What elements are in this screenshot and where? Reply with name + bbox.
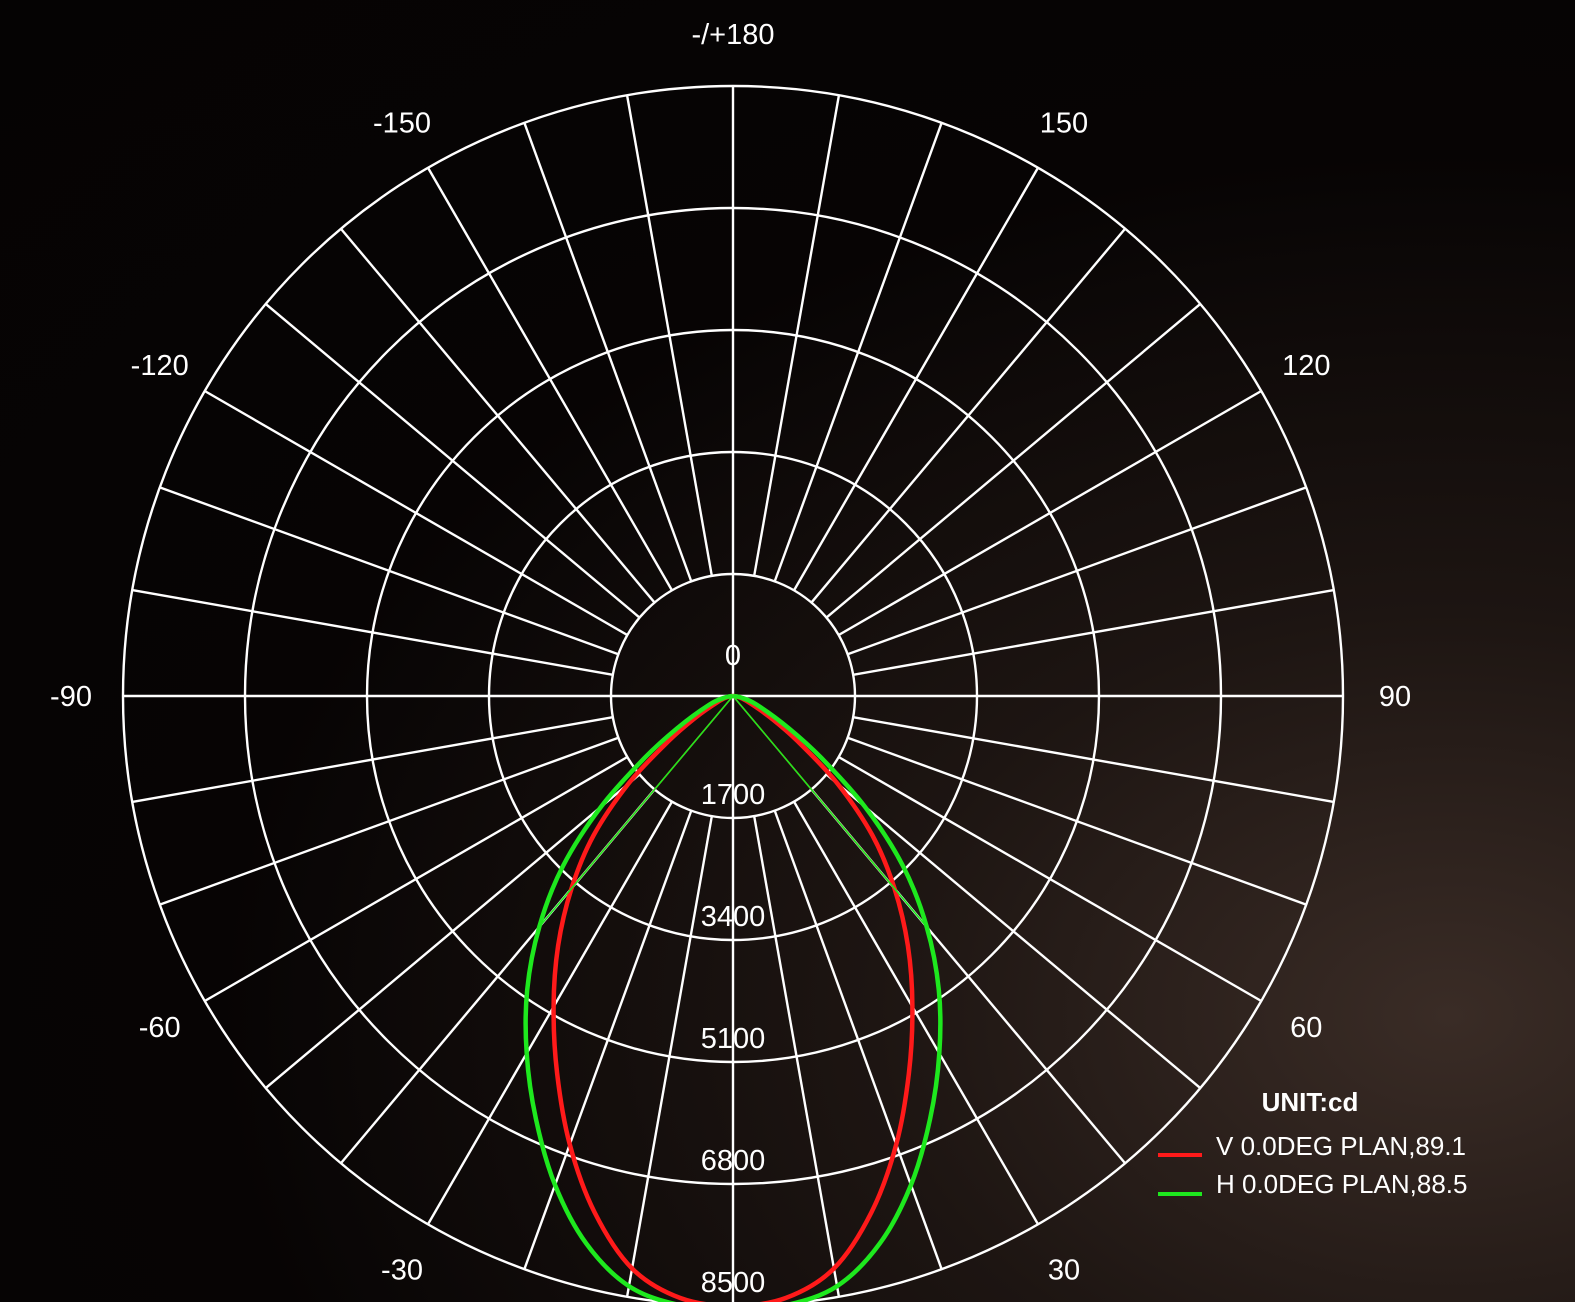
grid-spoke-110: [847, 486, 1307, 656]
intensity-curves: [523, 693, 943, 1302]
series-curve-v: [551, 693, 915, 1302]
grid-spoke--150: [426, 167, 674, 591]
grid-spoke-80: [852, 716, 1334, 804]
angle-label-90: 90: [1379, 681, 1411, 713]
angle-label-120: 120: [1282, 350, 1330, 382]
ring-label-8500: 8500: [701, 1267, 766, 1299]
angle-label--180: -/+180: [691, 19, 774, 51]
angle-label-60: 60: [1290, 1012, 1322, 1044]
grid-spoke--80: [132, 716, 614, 804]
grid-spoke--20: [523, 810, 693, 1270]
grid-spoke-120: [838, 389, 1262, 637]
grid-spoke-170: [753, 95, 841, 577]
grid-spoke-20: [773, 810, 943, 1270]
grid-spoke--170: [625, 95, 713, 577]
grid-spoke--30: [426, 801, 674, 1225]
angle-label--150: -150: [373, 108, 431, 140]
grid-spoke-100: [852, 588, 1334, 676]
grid-spoke-30: [792, 801, 1040, 1225]
grid-spoke-10: [753, 815, 841, 1297]
grid-spoke--60: [204, 755, 628, 1003]
grid-spoke-160: [773, 122, 943, 582]
legend-unit-title: UNIT:cd: [1262, 1087, 1359, 1117]
ring-label-5100: 5100: [701, 1023, 766, 1055]
grid-spoke--140: [339, 227, 656, 604]
angle-label--120: -120: [131, 350, 189, 382]
grid-spoke--130: [264, 302, 641, 619]
angle-label--30: -30: [381, 1254, 423, 1286]
grid-spoke--100: [132, 588, 614, 676]
grid-spoke-60: [838, 755, 1262, 1003]
legend: UNIT:cd V 0.0DEG PLAN,89.1 H 0.0DEG PLAN…: [1158, 1087, 1467, 1199]
grid-spoke--160: [523, 122, 693, 582]
angle-labels: -/+180 150 120 90 60 30 -30 -60 -90 -120 -150: [50, 19, 1411, 1286]
series-ray-h-40: [732, 695, 928, 928]
angle-label--90: -90: [50, 681, 92, 713]
grid-spoke-150: [792, 167, 1040, 591]
grid-spoke-130: [825, 302, 1202, 619]
angle-label--60: -60: [139, 1012, 181, 1044]
grid-spoke-140: [810, 227, 1127, 604]
ring-label-6800: 6800: [701, 1145, 766, 1177]
legend-label-v: V 0.0DEG PLAN,89.1: [1216, 1131, 1466, 1161]
grid-spoke--10: [625, 815, 713, 1297]
radial-tick-labels: 1700 3400 5100 6800 8500: [701, 779, 766, 1299]
grid-spokes: [123, 86, 1343, 1302]
legend-label-h: H 0.0DEG PLAN,88.5: [1216, 1169, 1467, 1199]
grid-spoke--120: [204, 389, 628, 637]
series-curve-h: [523, 693, 943, 1302]
center-label: 0: [725, 640, 741, 672]
grid-spoke--70: [159, 736, 619, 906]
series-ray-h--40: [538, 695, 734, 928]
angle-label-30: 30: [1048, 1254, 1080, 1286]
grid-spoke-70: [847, 736, 1307, 906]
grid-spoke-50: [825, 773, 1202, 1090]
ring-label-3400: 3400: [701, 901, 766, 933]
ring-label-1700: 1700: [701, 779, 766, 811]
grid-spoke--50: [264, 773, 641, 1090]
angle-label-150: 150: [1040, 108, 1088, 140]
grid-spoke--110: [159, 486, 619, 656]
